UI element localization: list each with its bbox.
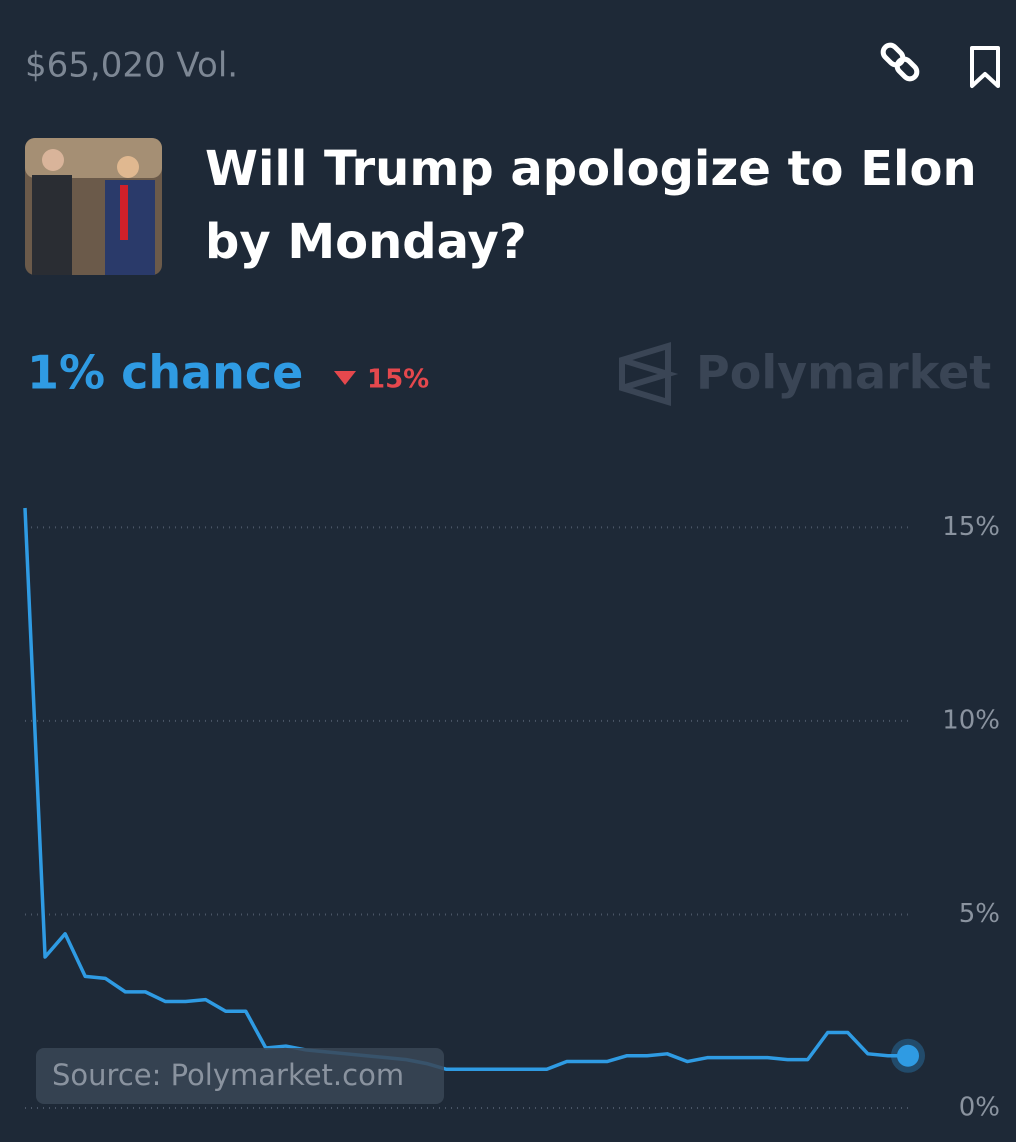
current-point	[897, 1044, 919, 1067]
y-tick-label: 5%	[959, 899, 1000, 929]
price-line	[23, 507, 908, 1072]
brand: Polymarket	[696, 346, 991, 400]
down-arrow	[334, 371, 356, 385]
change: 15%	[367, 365, 429, 395]
brand-logo	[619, 341, 679, 407]
y-tick-label: 10%	[942, 705, 1000, 735]
link-icon[interactable]	[880, 42, 920, 82]
source-badge	[36, 1048, 444, 1104]
chance: 1% chance	[27, 346, 303, 400]
source: Source: Polymarket.com	[52, 1058, 404, 1092]
volume: $65,020 Vol.	[25, 46, 238, 86]
y-tick-label: 15%	[942, 512, 1000, 542]
market-image	[25, 138, 162, 275]
bookmark-icon[interactable]	[970, 46, 1000, 88]
market-title: Will Trump apologize to Elon by Monday?	[205, 141, 977, 270]
y-tick-label: 0%	[959, 1093, 1000, 1123]
